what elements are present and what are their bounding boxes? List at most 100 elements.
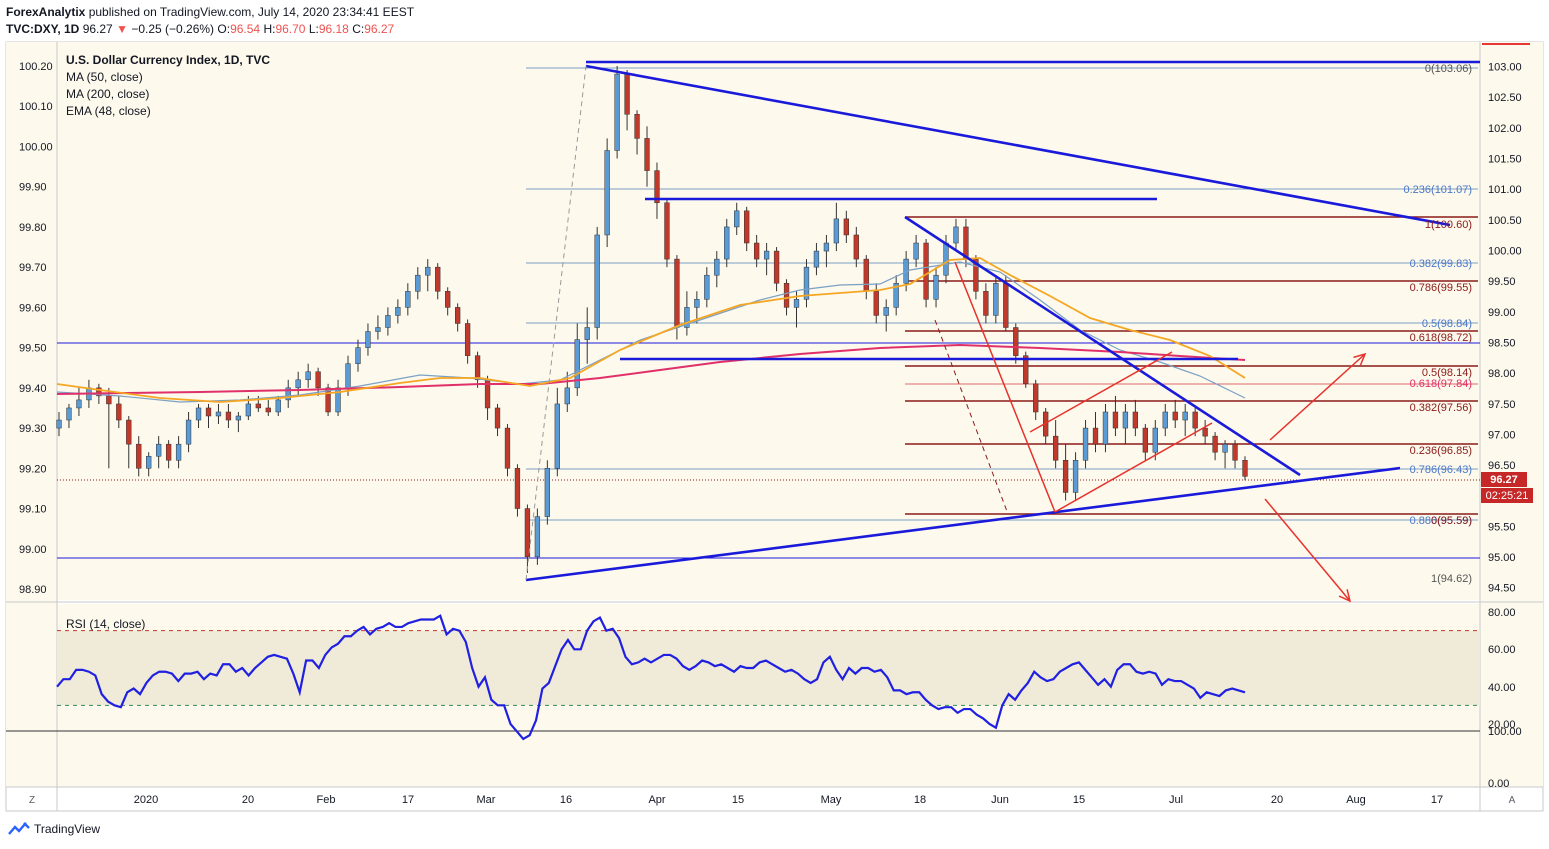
rsi-line[interactable] [56, 614, 1246, 741]
candle-body [1092, 427, 1099, 445]
ma200-line[interactable] [56, 343, 1246, 395]
left-axis-tick: 99.60 [19, 302, 47, 314]
right-axis-tick: 103.00 [1488, 62, 1522, 74]
corner-right-label[interactable]: A [1509, 795, 1516, 806]
right-axis-tick: 101.00 [1488, 184, 1522, 196]
indicator-ma50-label[interactable]: MA (50, close) [66, 70, 143, 84]
ohlc-bar: TVC:DXY, 1D 96.27 ▼ −0.25 (−0.26%) O:96.… [6, 22, 394, 36]
candle-body [415, 274, 421, 292]
channel-line[interactable] [954, 261, 1056, 513]
trend-line[interactable] [525, 466, 1401, 582]
right-axis-tick: 95.00 [1488, 552, 1516, 564]
time-axis-label: Feb [317, 794, 336, 806]
indicator-ma200-label[interactable]: MA (200, close) [66, 87, 149, 101]
close-value: 96.27 [364, 22, 395, 36]
candle-body [574, 339, 580, 389]
trend-line[interactable] [585, 64, 1451, 227]
candle-body [953, 226, 959, 244]
right-axis-tick: 97.50 [1488, 399, 1516, 411]
fib-label: 0(103.06) [1425, 63, 1472, 75]
fib-label: 0.236(101.07) [1404, 184, 1473, 196]
left-axis-tick: 99.40 [19, 383, 47, 395]
left-axis-tick: 99.10 [19, 504, 47, 516]
time-axis-label: 2020 [134, 794, 158, 806]
candle-body [126, 419, 132, 445]
candle-body [405, 291, 411, 308]
ma50-line[interactable] [56, 261, 1246, 403]
candle-body [724, 226, 730, 260]
candle-body [933, 274, 939, 300]
candle-body [1202, 427, 1208, 437]
down-arrow-icon: ▼ [116, 22, 128, 36]
candle-body [654, 170, 660, 204]
candle-body [1172, 411, 1178, 421]
rsi-label[interactable]: RSI (14, close) [66, 617, 145, 631]
low-label: L: [308, 22, 319, 36]
time-axis-label: Aug [1346, 794, 1366, 806]
right-axis-bg [1480, 42, 1543, 787]
left-axis-tick: 99.00 [19, 544, 47, 556]
candle-body [1112, 411, 1119, 429]
candle-body [783, 282, 790, 308]
candle-body [803, 266, 810, 300]
corner-left-label[interactable]: Z [29, 795, 35, 806]
candle-body [1023, 355, 1029, 385]
candle-body [1052, 435, 1059, 461]
candle-body [833, 218, 840, 244]
candle-body [1082, 427, 1089, 461]
time-axis-label: 15 [732, 794, 744, 806]
open-value: 96.54 [230, 22, 261, 36]
bearish-arrow[interactable] [1264, 498, 1351, 602]
candle-body [913, 242, 919, 260]
candle-body [1013, 327, 1019, 356]
footer-brand: TradingView [34, 822, 101, 836]
right-axis-tick: 99.50 [1488, 276, 1516, 288]
left-axis-tick: 100.00 [19, 141, 53, 153]
price-pane[interactable] [57, 42, 1480, 600]
candle-body [325, 387, 331, 413]
candle-body [1003, 282, 1009, 328]
bullish-arrow[interactable] [1269, 353, 1366, 441]
candle-body [225, 411, 232, 421]
fib-label: 0.786(99.55) [1410, 282, 1472, 294]
indicator-ema48-label[interactable]: EMA (48, close) [66, 104, 151, 118]
candle-body [156, 443, 162, 457]
channel-line[interactable] [1029, 351, 1173, 433]
candle-body [106, 395, 112, 405]
tradingview-footer[interactable]: TradingView [8, 822, 100, 836]
candle-body [604, 150, 610, 236]
left-axis-tick: 99.30 [19, 423, 47, 435]
candle-body [365, 331, 371, 348]
right-axis-tick: 99.00 [1488, 307, 1516, 319]
candle-body [255, 403, 261, 409]
candle-body [474, 355, 481, 381]
high-value: 96.70 [275, 22, 306, 36]
trend-line[interactable] [904, 215, 1301, 477]
candle-body [275, 399, 281, 413]
time-axis-label: 17 [402, 794, 414, 806]
candle-body [813, 250, 820, 268]
candle-body [694, 299, 700, 308]
candle-body [385, 315, 391, 328]
candle-body [1072, 460, 1079, 493]
candle-body [425, 266, 431, 276]
last-price: 96.27 [82, 22, 113, 36]
fib-label: 0.382(99.83) [1410, 258, 1472, 270]
left-axis-tick: 99.90 [19, 182, 47, 194]
candle-body [305, 371, 311, 381]
time-axis-label: Mar [477, 794, 496, 806]
channel-line[interactable] [1054, 422, 1213, 513]
right-axis-tick: 100.50 [1488, 215, 1522, 227]
candle-body [943, 242, 949, 276]
candle-body [205, 407, 212, 417]
candle-body [494, 407, 501, 429]
ema48-line[interactable] [56, 257, 1246, 403]
rsi-axis-tick: 80.00 [1488, 607, 1516, 619]
candle-body [564, 387, 570, 405]
open-label: O: [217, 22, 231, 36]
right-axis-tick: 101.50 [1488, 154, 1522, 166]
candle-body [56, 419, 62, 429]
publish-info: ForexAnalytix published on TradingView.c… [6, 5, 414, 19]
right-axis-tick: 94.50 [1488, 583, 1516, 595]
